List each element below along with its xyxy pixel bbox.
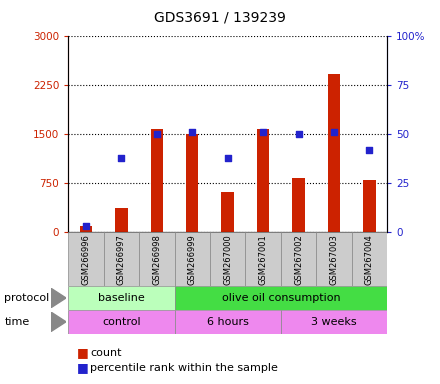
Bar (221, 192, 234, 232)
Text: GSM267001: GSM267001 (259, 234, 268, 285)
Text: GSM266996: GSM266996 (81, 234, 91, 285)
Text: GSM266997: GSM266997 (117, 234, 126, 285)
Point (224, 155, 231, 161)
Bar (293, 178, 305, 232)
Bar (328, 74, 340, 232)
Bar (68, 310, 175, 334)
Bar (257, 129, 269, 232)
Point (153, 131, 160, 137)
Text: GSM267003: GSM267003 (330, 234, 338, 285)
Text: GSM267000: GSM267000 (223, 234, 232, 285)
Bar (363, 180, 376, 232)
Text: 6 hours: 6 hours (207, 317, 249, 327)
Bar (175, 232, 210, 286)
Bar (175, 310, 281, 334)
Text: time: time (4, 317, 29, 327)
Point (82, 223, 89, 230)
Bar (175, 286, 387, 310)
Text: GSM267002: GSM267002 (294, 234, 303, 285)
Bar (80, 226, 92, 232)
Point (189, 129, 196, 136)
Text: percentile rank within the sample: percentile rank within the sample (90, 363, 278, 373)
Bar (186, 134, 198, 232)
Text: GSM267004: GSM267004 (365, 234, 374, 285)
Bar (281, 232, 316, 286)
Bar (115, 207, 128, 232)
Text: 3 weeks: 3 weeks (311, 317, 357, 327)
Text: olive oil consumption: olive oil consumption (222, 293, 340, 303)
Point (330, 129, 337, 136)
Bar (104, 232, 139, 286)
Polygon shape (51, 288, 66, 308)
Text: ■: ■ (77, 346, 89, 359)
Point (295, 131, 302, 137)
Polygon shape (51, 312, 66, 332)
Point (118, 155, 125, 161)
Point (260, 129, 267, 136)
Bar (246, 232, 281, 286)
Text: protocol: protocol (4, 293, 50, 303)
Bar (352, 232, 387, 286)
Text: GDS3691 / 139239: GDS3691 / 139239 (154, 10, 286, 24)
Text: GSM266998: GSM266998 (152, 234, 161, 285)
Text: ■: ■ (77, 361, 89, 374)
Text: GSM266999: GSM266999 (188, 234, 197, 285)
Bar (316, 232, 352, 286)
Text: baseline: baseline (98, 293, 145, 303)
Bar (68, 286, 175, 310)
Bar (150, 129, 163, 232)
Bar (68, 232, 104, 286)
Bar (210, 232, 246, 286)
Point (366, 147, 373, 153)
Bar (281, 310, 387, 334)
Text: count: count (90, 348, 122, 358)
Text: control: control (102, 317, 141, 327)
Bar (139, 232, 175, 286)
